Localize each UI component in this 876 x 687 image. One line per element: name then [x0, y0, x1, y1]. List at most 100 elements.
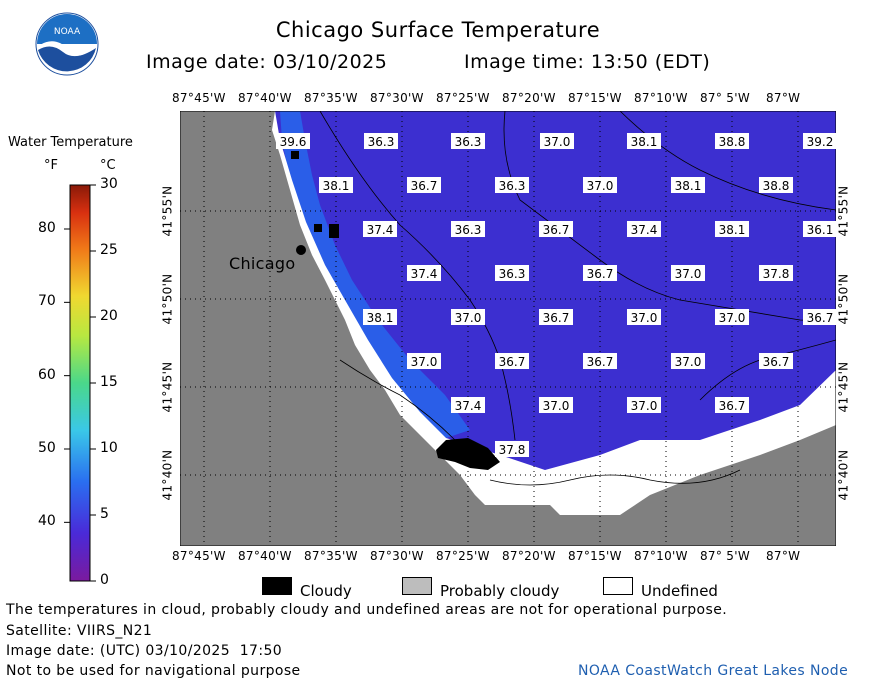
undefined-label: Undefined	[641, 582, 718, 600]
temperature-label: 38.1	[363, 309, 397, 325]
lon-label-top: 87°W	[766, 91, 801, 105]
land	[180, 111, 836, 546]
temperature-label: 39.6	[276, 133, 310, 149]
lon-label-bottom: 87°20'W	[502, 549, 556, 563]
svg-text:38.1: 38.1	[631, 135, 658, 149]
temperature-label: 37.8	[759, 265, 793, 281]
navigation-disclaimer: Not to be used for navigational purpose	[6, 663, 301, 679]
temperature-label: 38.1	[627, 133, 661, 149]
svg-text:36.3: 36.3	[455, 223, 482, 237]
svg-text:36.3: 36.3	[499, 267, 526, 281]
temperature-label: 37.0	[715, 309, 749, 325]
disclaimer-text: The temperatures in cloud, probably clou…	[6, 602, 728, 618]
temperature-label: 36.3	[451, 221, 485, 237]
svg-text:37.0: 37.0	[411, 355, 438, 369]
svg-text:36.1: 36.1	[807, 223, 834, 237]
svg-text:38.1: 38.1	[367, 311, 394, 325]
undefined-swatch	[603, 577, 633, 595]
temperature-label: 36.3	[495, 177, 529, 193]
credit-text: NOAA CoastWatch Great Lakes Node	[578, 663, 849, 679]
lat-label-left: 41°40'N	[160, 449, 175, 501]
legend-unit-f: °F	[44, 158, 58, 173]
lon-label-bottom: 87°25'W	[436, 549, 490, 563]
temperature-label: 36.7	[495, 353, 529, 369]
svg-text:37.4: 37.4	[631, 223, 658, 237]
legend-tick-f-label: 70	[38, 293, 56, 310]
lon-label-top: 87°35'W	[304, 91, 358, 105]
cloudy-pixel	[329, 224, 339, 238]
temperature-label: 37.0	[407, 353, 441, 369]
lon-label-bottom: 87° 5'W	[700, 549, 750, 563]
svg-text:36.7: 36.7	[411, 179, 438, 193]
temperature-label: 36.7	[539, 221, 573, 237]
svg-text:38.8: 38.8	[719, 135, 746, 149]
lon-label-bottom: 87°35'W	[304, 549, 358, 563]
legend-tick-c-label: 10	[100, 440, 118, 456]
svg-text:37.0: 37.0	[631, 311, 658, 325]
lon-label-bottom: 87°15'W	[568, 549, 622, 563]
lon-label-top: 87°40'W	[238, 91, 292, 105]
temperature-label: 38.8	[715, 133, 749, 149]
image-date: Image date: 03/10/2025	[146, 51, 388, 73]
svg-text:37.0: 37.0	[675, 355, 702, 369]
svg-text:36.7: 36.7	[587, 355, 614, 369]
lon-label-top: 87°10'W	[634, 91, 688, 105]
svg-text:NOAA: NOAA	[54, 27, 81, 37]
temperature-label: 38.1	[319, 177, 353, 193]
temperature-label: 37.0	[671, 353, 705, 369]
temperature-label: 36.7	[583, 353, 617, 369]
lon-label-top: 87°30'W	[370, 91, 424, 105]
svg-text:37.0: 37.0	[631, 399, 658, 413]
temperature-label: 37.0	[627, 309, 661, 325]
cloudy-area	[436, 438, 500, 470]
legend-tick-c-label: 20	[100, 308, 118, 324]
temperature-label: 37.4	[451, 397, 485, 413]
lon-label-bottom: 87°30'W	[370, 549, 424, 563]
svg-text:38.8: 38.8	[763, 179, 790, 193]
lon-label-bottom: 87°45'W	[172, 549, 226, 563]
svg-text:36.7: 36.7	[807, 311, 834, 325]
legend-tick-f-label: 50	[38, 440, 56, 456]
svg-text:36.7: 36.7	[543, 223, 570, 237]
temperature-label: 37.4	[627, 221, 661, 237]
lon-label-top: 87°45'W	[172, 91, 226, 105]
svg-text:39.2: 39.2	[807, 135, 834, 149]
legend-tick-f-label: 60	[38, 366, 56, 383]
svg-text:37.0: 37.0	[455, 311, 482, 325]
temperature-label: 36.7	[803, 309, 837, 325]
probably-cloudy-swatch	[402, 577, 432, 595]
lon-label-top: 87° 5'W	[700, 91, 750, 105]
svg-text:37.0: 37.0	[719, 311, 746, 325]
temperature-label: 36.3	[451, 133, 485, 149]
svg-text:37.4: 37.4	[411, 267, 438, 281]
svg-text:37.0: 37.0	[675, 267, 702, 281]
lat-label-right: 41°55'N	[836, 185, 851, 237]
legend-unit-c: °C	[100, 158, 116, 173]
lat-label-left: 41°45'N	[160, 361, 175, 413]
temperature-label: 36.7	[715, 397, 749, 413]
legend-tick-c-label: 15	[100, 374, 118, 390]
cloudy-pixel	[314, 224, 322, 232]
satellite-text: Satellite: VIIRS_N21	[6, 623, 153, 639]
legend-colorbar	[64, 184, 96, 582]
lon-label-bottom: 87°40'W	[238, 549, 292, 563]
probably-cloudy-label: Probably cloudy	[440, 582, 560, 600]
temperature-label: 37.4	[407, 265, 441, 281]
chicago-marker	[296, 245, 306, 255]
svg-text:38.1: 38.1	[675, 179, 702, 193]
temperature-label: 37.0	[540, 133, 574, 149]
noaa-logo-icon: NOAA	[35, 12, 99, 80]
svg-text:39.6: 39.6	[280, 135, 307, 149]
temperature-label: 36.7	[759, 353, 793, 369]
lon-label-top: 87°15'W	[568, 91, 622, 105]
legend-tick-c-label: 0	[100, 572, 109, 588]
lon-label-top: 87°25'W	[436, 91, 490, 105]
temperature-label: 36.7	[407, 177, 441, 193]
image-time: Image time: 13:50 (EDT)	[464, 51, 711, 73]
svg-text:36.7: 36.7	[763, 355, 790, 369]
legend-tick-c-label: 25	[100, 242, 118, 258]
svg-text:38.1: 38.1	[719, 223, 746, 237]
svg-text:36.3: 36.3	[499, 179, 526, 193]
svg-text:37.4: 37.4	[367, 223, 394, 237]
